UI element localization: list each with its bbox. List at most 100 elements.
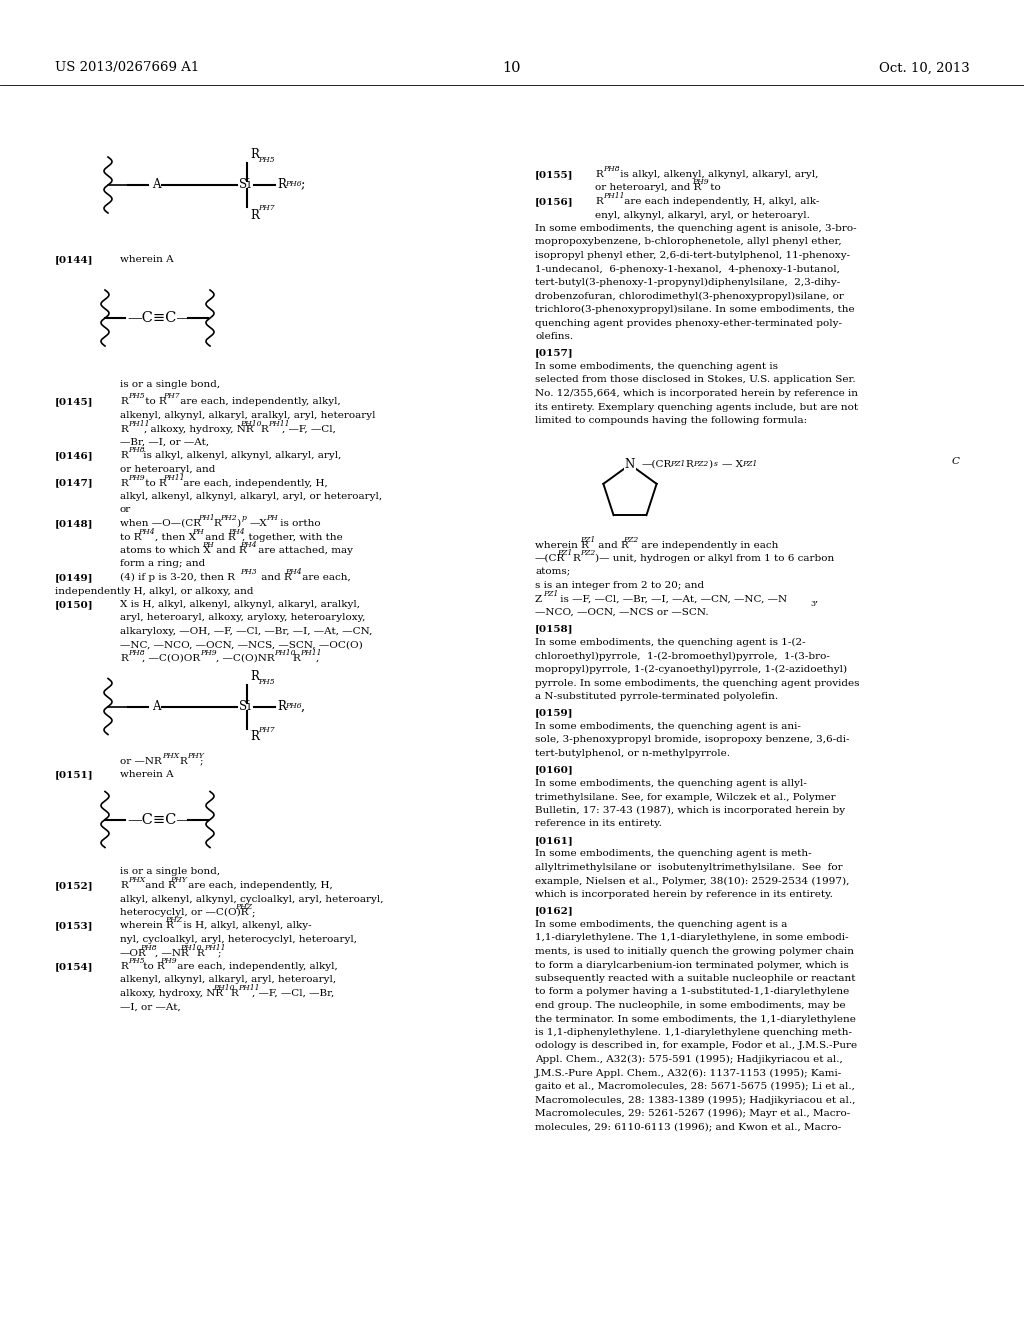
Text: nyl, cycloalkyl, aryl, heterocyclyl, heteroaryl,: nyl, cycloalkyl, aryl, heterocyclyl, het… bbox=[120, 935, 357, 944]
Text: —OR: —OR bbox=[120, 949, 146, 957]
Text: heterocyclyl, or —C(O)R: heterocyclyl, or —C(O)R bbox=[120, 908, 249, 917]
Text: ments, is used to initially quench the growing polymer chain: ments, is used to initially quench the g… bbox=[535, 946, 854, 956]
Text: wherein A: wherein A bbox=[120, 770, 174, 779]
Text: PH11: PH11 bbox=[603, 191, 625, 201]
Text: PH11: PH11 bbox=[128, 420, 150, 428]
Text: PH6: PH6 bbox=[285, 180, 302, 187]
Text: are independently in each: are independently in each bbox=[638, 540, 778, 549]
Text: drobenzofuran, chlorodimethyl(3-phenoxypropyl)silane, or: drobenzofuran, chlorodimethyl(3-phenoxyp… bbox=[535, 292, 844, 301]
Text: US 2013/0267669 A1: US 2013/0267669 A1 bbox=[55, 62, 200, 74]
Text: wherein R: wherein R bbox=[120, 921, 174, 931]
Text: —NCO, —OCN, —NCS or —SCN.: —NCO, —OCN, —NCS or —SCN. bbox=[535, 609, 709, 616]
Text: PHZ: PHZ bbox=[165, 916, 182, 924]
Text: 1-undecanol,  6-phenoxy-1-hexanol,  4-phenoxy-1-butanol,: 1-undecanol, 6-phenoxy-1-hexanol, 4-phen… bbox=[535, 264, 840, 273]
Text: )— unit, hydrogen or alkyl from 1 to 6 carbon: )— unit, hydrogen or alkyl from 1 to 6 c… bbox=[595, 554, 835, 564]
Text: , together, with the: , together, with the bbox=[242, 532, 343, 541]
Text: R: R bbox=[250, 209, 259, 222]
Text: or: or bbox=[120, 506, 131, 515]
Text: wherein A: wherein A bbox=[120, 255, 174, 264]
Text: or heteroaryl, and R: or heteroaryl, and R bbox=[595, 183, 701, 193]
Text: to R: to R bbox=[140, 962, 165, 972]
Text: N: N bbox=[625, 458, 635, 471]
Text: molecules, 29: 6110-6113 (1996); and Kwon et al., Macro-: molecules, 29: 6110-6113 (1996); and Kwo… bbox=[535, 1122, 842, 1131]
Text: PHZ: PHZ bbox=[234, 903, 252, 911]
Text: atoms to which X: atoms to which X bbox=[120, 546, 211, 554]
Text: R: R bbox=[250, 148, 259, 161]
Text: PH9: PH9 bbox=[200, 649, 217, 657]
Text: and R: and R bbox=[213, 546, 247, 554]
Text: PH: PH bbox=[193, 528, 204, 536]
Text: allyltrimethylsilane or  isobutenyltrimethylsilane.  See  for: allyltrimethylsilane or isobutenyltrimet… bbox=[535, 863, 843, 873]
Text: odology is described in, for example, Fodor et al., J.M.S.-Pure: odology is described in, for example, Fo… bbox=[535, 1041, 857, 1051]
Text: PH4: PH4 bbox=[285, 568, 302, 576]
Text: is alkyl, alkenyl, alkynyl, alkaryl, aryl,: is alkyl, alkenyl, alkynyl, alkaryl, ary… bbox=[617, 170, 818, 180]
Text: are attached, may: are attached, may bbox=[255, 546, 353, 554]
Text: is ortho: is ortho bbox=[278, 519, 321, 528]
Text: In some embodiments, the quenching agent is: In some embodiments, the quenching agent… bbox=[535, 362, 778, 371]
Text: PH7: PH7 bbox=[258, 726, 274, 734]
Text: alkyl, alkenyl, alkynyl, cycloalkyl, aryl, heteroaryl,: alkyl, alkenyl, alkynyl, cycloalkyl, ary… bbox=[120, 895, 384, 903]
Text: R: R bbox=[120, 425, 128, 433]
Text: when —O—(CR: when —O—(CR bbox=[120, 519, 201, 528]
Text: A: A bbox=[152, 700, 161, 713]
Text: gaito et al., Macromolecules, 28: 5671-5675 (1995); Li et al.,: gaito et al., Macromolecules, 28: 5671-5… bbox=[535, 1082, 855, 1092]
Text: alkaryloxy, —OH, —F, —Cl, —Br, —I, —At, —CN,: alkaryloxy, —OH, —F, —Cl, —Br, —I, —At, … bbox=[120, 627, 373, 636]
Text: R: R bbox=[120, 962, 128, 972]
Text: p: p bbox=[242, 513, 247, 521]
Text: , —NR: , —NR bbox=[155, 949, 188, 957]
Text: PHX: PHX bbox=[128, 876, 145, 884]
Text: Si: Si bbox=[239, 700, 251, 713]
Text: In some embodiments, the quenching agent is 1-(2-: In some embodiments, the quenching agent… bbox=[535, 638, 806, 647]
Text: [0162]: [0162] bbox=[535, 907, 573, 916]
Text: PH2: PH2 bbox=[220, 513, 237, 521]
Text: to R: to R bbox=[142, 397, 167, 407]
Text: PH1: PH1 bbox=[198, 513, 215, 521]
Text: PH10: PH10 bbox=[274, 649, 296, 657]
Text: to: to bbox=[707, 183, 721, 193]
Text: , then X: , then X bbox=[155, 532, 196, 541]
Text: PHY: PHY bbox=[170, 876, 186, 884]
Text: s is an integer from 2 to 20; and: s is an integer from 2 to 20; and bbox=[535, 581, 705, 590]
Text: which is incorporated herein by reference in its entirety.: which is incorporated herein by referenc… bbox=[535, 890, 833, 899]
Text: [0156]: [0156] bbox=[535, 197, 573, 206]
Text: PH4: PH4 bbox=[228, 528, 245, 536]
Text: is —F, —Cl, —Br, —I, —At, —CN, —NC, —N: is —F, —Cl, —Br, —I, —At, —CN, —NC, —N bbox=[557, 594, 787, 603]
Text: R: R bbox=[120, 479, 128, 487]
Text: pyrrole. In some embodiments, the quenching agent provides: pyrrole. In some embodiments, the quench… bbox=[535, 678, 859, 688]
Text: alkenyl, alkynyl, alkaryl, aralkyl, aryl, heteroaryl: alkenyl, alkynyl, alkaryl, aralkyl, aryl… bbox=[120, 411, 376, 420]
Text: [0151]: [0151] bbox=[55, 770, 93, 779]
Text: R: R bbox=[230, 989, 238, 998]
Text: to R: to R bbox=[120, 532, 141, 541]
Text: 3: 3 bbox=[810, 601, 815, 609]
Text: PH11: PH11 bbox=[163, 474, 184, 482]
Text: In some embodiments, the quenching agent is anisole, 3-bro-: In some embodiments, the quenching agent… bbox=[535, 224, 857, 234]
Text: are each, independently, H,: are each, independently, H, bbox=[185, 880, 333, 890]
Text: PH: PH bbox=[202, 541, 214, 549]
Text: PH4: PH4 bbox=[138, 528, 155, 536]
Text: PZ2: PZ2 bbox=[580, 549, 595, 557]
Text: [0157]: [0157] bbox=[535, 348, 573, 358]
Text: —(CR: —(CR bbox=[642, 459, 672, 469]
Text: are each, independently, H,: are each, independently, H, bbox=[180, 479, 328, 487]
Text: No. 12/355,664, which is incorporated herein by reference in: No. 12/355,664, which is incorporated he… bbox=[535, 389, 858, 399]
Text: is or a single bond,: is or a single bond, bbox=[120, 380, 220, 389]
Text: In some embodiments, the quenching agent is a: In some embodiments, the quenching agent… bbox=[535, 920, 787, 929]
Text: chloroethyl)pyrrole,  1-(2-bromoethyl)pyrrole,  1-(3-bro-: chloroethyl)pyrrole, 1-(2-bromoethyl)pyr… bbox=[535, 652, 829, 660]
Text: are each, independently, alkyl,: are each, independently, alkyl, bbox=[174, 962, 338, 972]
Text: In some embodiments, the quenching agent is allyl-: In some embodiments, the quenching agent… bbox=[535, 779, 807, 788]
Text: enyl, alkynyl, alkaryl, aryl, or heteroaryl.: enyl, alkynyl, alkaryl, aryl, or heteroa… bbox=[595, 210, 810, 219]
Text: tert-butylphenol, or n-methylpyrrole.: tert-butylphenol, or n-methylpyrrole. bbox=[535, 748, 730, 758]
Text: [0161]: [0161] bbox=[535, 836, 573, 845]
Text: PH8: PH8 bbox=[140, 944, 157, 952]
Text: [0145]: [0145] bbox=[55, 397, 93, 407]
Text: PZ1: PZ1 bbox=[670, 459, 685, 467]
Text: R: R bbox=[250, 669, 259, 682]
Text: alkyl, alkenyl, alkynyl, alkaryl, aryl, or heteroaryl,: alkyl, alkenyl, alkynyl, alkaryl, aryl, … bbox=[120, 492, 382, 502]
Text: , —C(O)NR: , —C(O)NR bbox=[216, 653, 274, 663]
Text: [0159]: [0159] bbox=[535, 709, 573, 718]
Text: X is H, alkyl, alkenyl, alkynyl, alkaryl, aralkyl,: X is H, alkyl, alkenyl, alkynyl, alkaryl… bbox=[120, 601, 360, 609]
Text: ;: ; bbox=[218, 949, 221, 957]
Text: are each,: are each, bbox=[299, 573, 351, 582]
Text: PZ1: PZ1 bbox=[557, 549, 572, 557]
Text: example, Nielsen et al., Polymer, 38(10): 2529-2534 (1997),: example, Nielsen et al., Polymer, 38(10)… bbox=[535, 876, 849, 886]
